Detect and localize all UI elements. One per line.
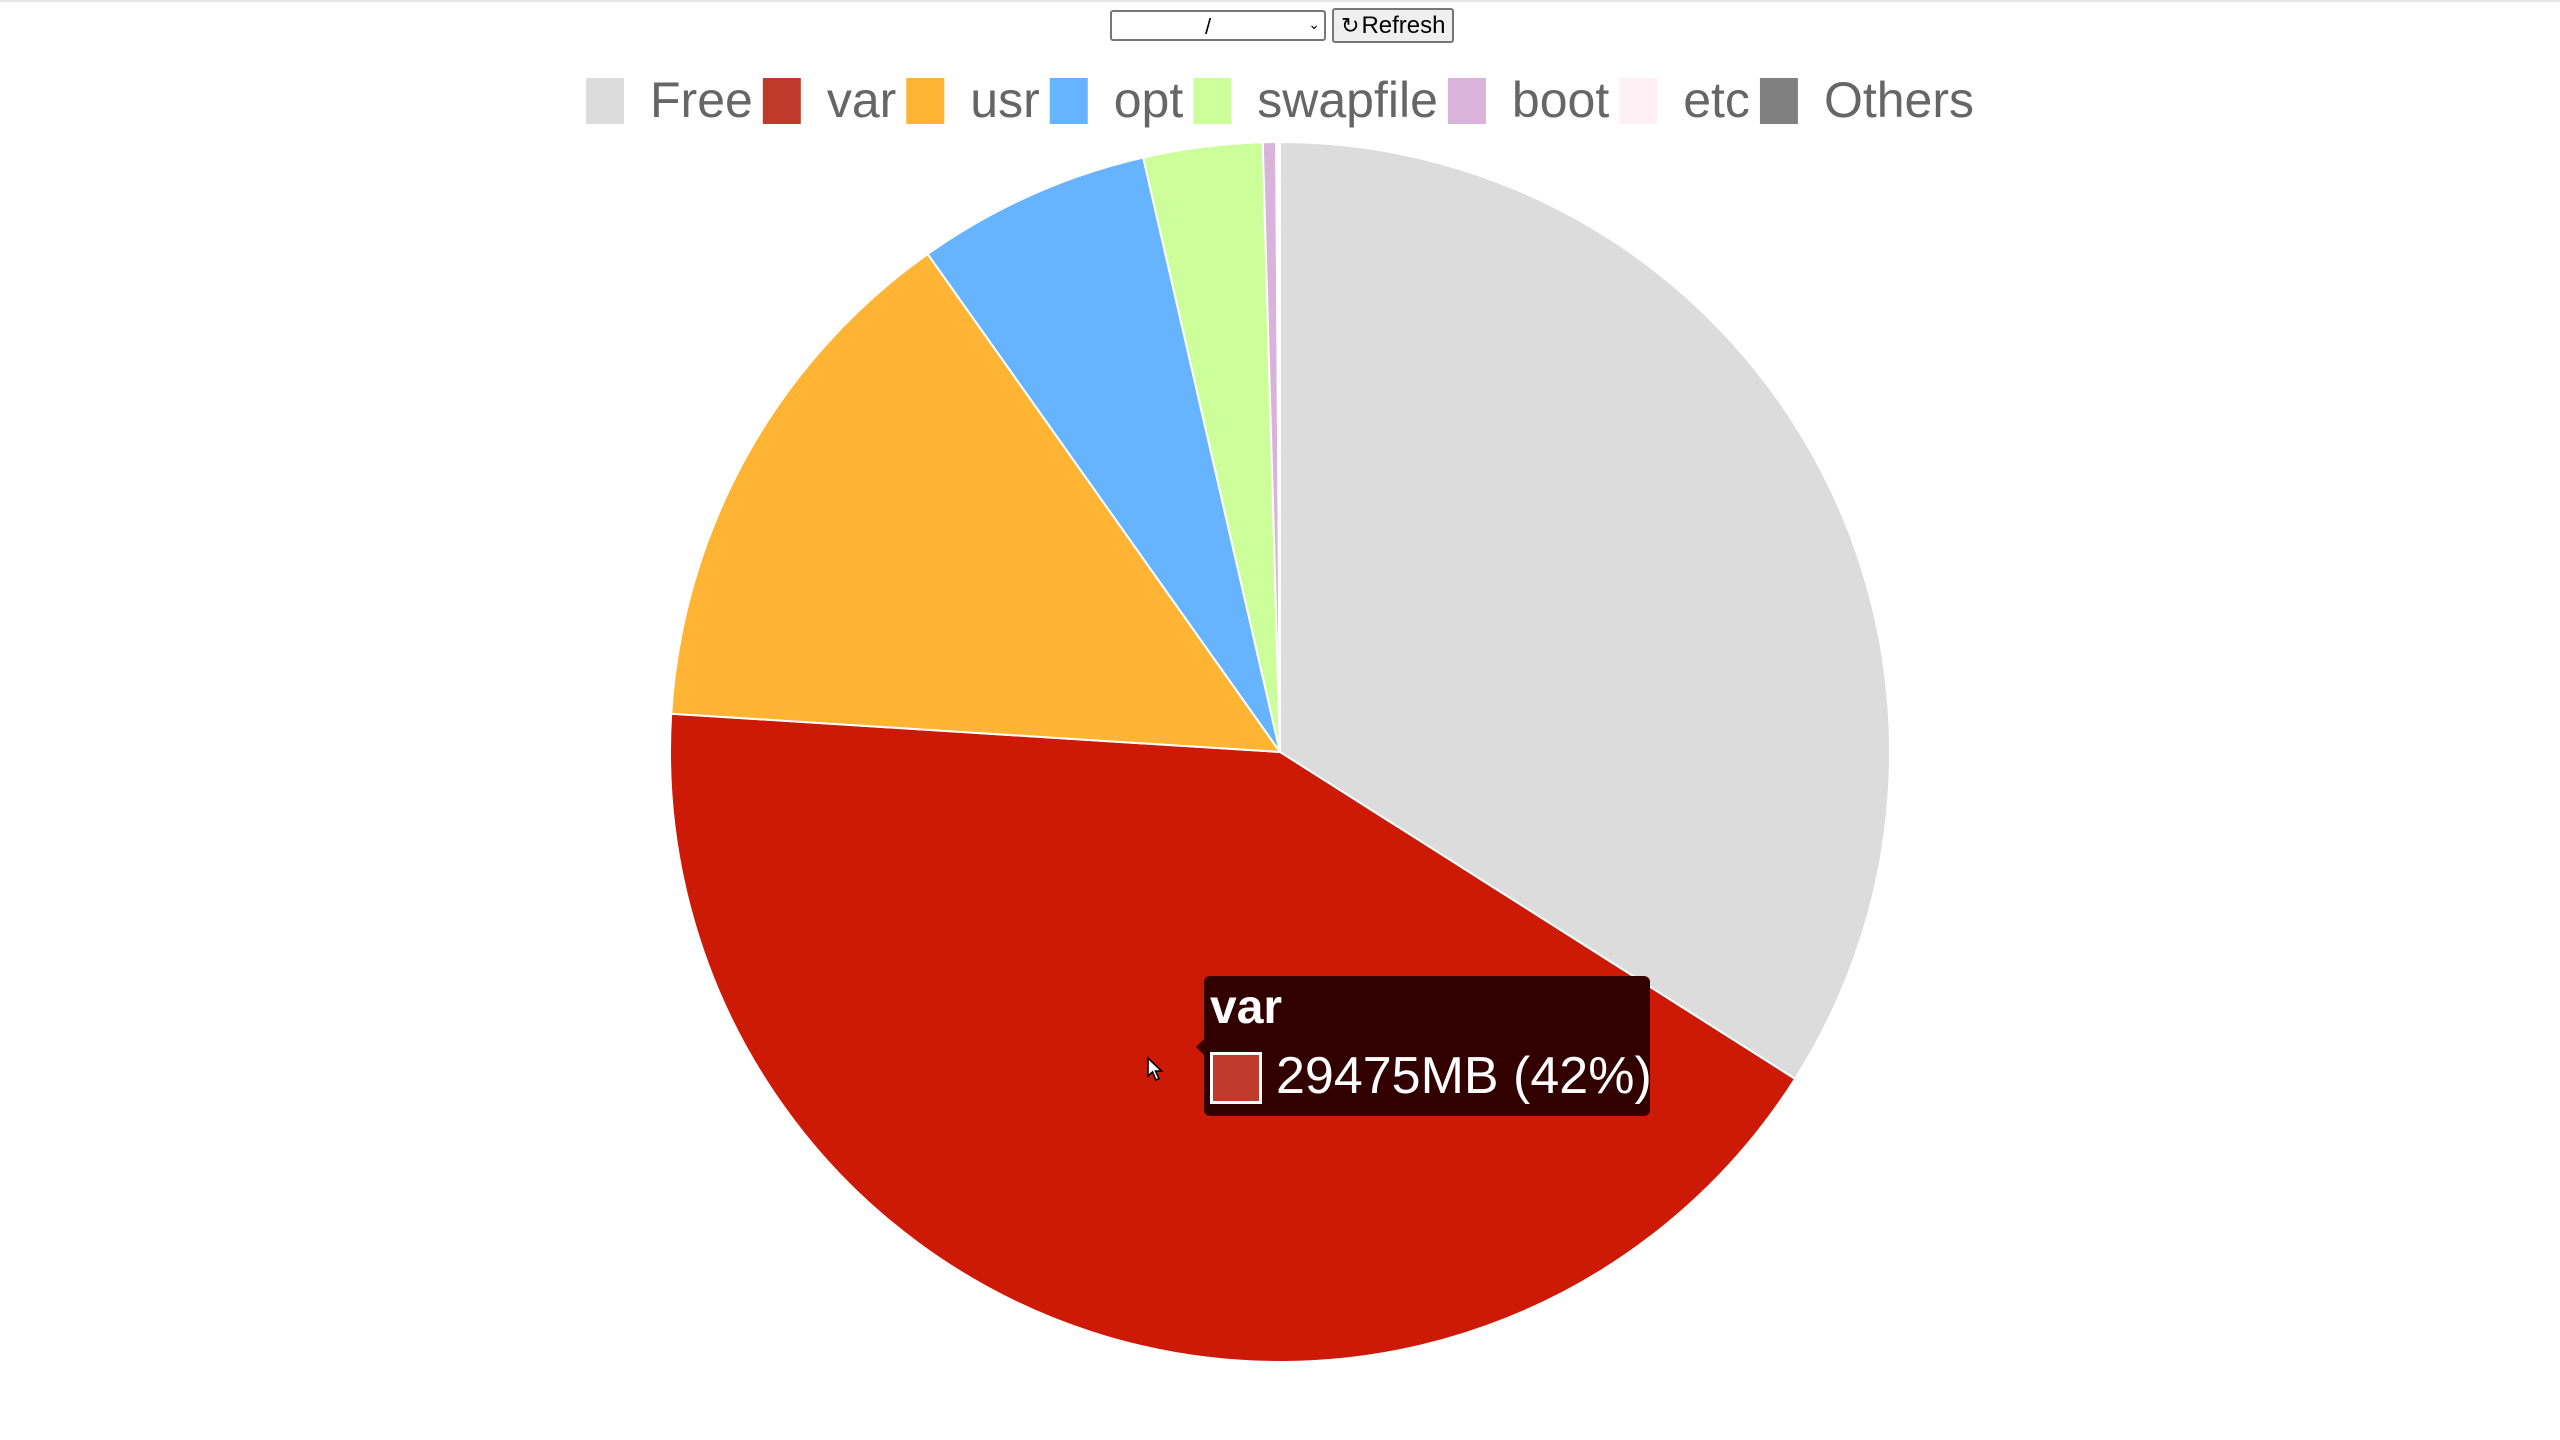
refresh-icon: ↻ bbox=[1341, 12, 1360, 38]
legend-swatch-free[interactable] bbox=[586, 78, 624, 124]
legend-label-var[interactable]: var bbox=[827, 72, 896, 128]
refresh-button-label: Refresh bbox=[1361, 11, 1446, 39]
chevron-down-icon: ⌄ bbox=[1308, 16, 1320, 32]
tooltip-title: var bbox=[1210, 981, 1283, 1034]
top-border bbox=[0, 0, 2560, 2]
mount-select[interactable]: / ⌄ bbox=[1110, 10, 1326, 41]
mount-select-value: / bbox=[1204, 14, 1212, 39]
refresh-button[interactable]: ↻ Refresh bbox=[1332, 8, 1455, 43]
legend-swatch-swapfile[interactable] bbox=[1193, 78, 1232, 124]
legend-label-opt[interactable]: opt bbox=[1114, 72, 1184, 128]
legend-swatch-usr[interactable] bbox=[906, 78, 945, 124]
legend-swatch-others[interactable] bbox=[1759, 78, 1798, 124]
toolbar: / ⌄ ↻ Refresh bbox=[1110, 8, 1455, 43]
pie-slice-others[interactable] bbox=[1277, 140, 1281, 753]
legend-swatch-etc[interactable] bbox=[1619, 78, 1658, 124]
tooltip-color-swatch bbox=[1210, 1052, 1262, 1104]
tooltip-value: 29475MB (42%) bbox=[1276, 1047, 1652, 1105]
legend-label-free[interactable]: Free bbox=[650, 72, 753, 128]
legend-label-swapfile[interactable]: swapfile bbox=[1257, 72, 1438, 128]
mouse-cursor-icon bbox=[1147, 1056, 1164, 1082]
legend-swatch-var[interactable] bbox=[762, 78, 801, 124]
tooltip-caret bbox=[1196, 1038, 1205, 1056]
legend-label-others[interactable]: Others bbox=[1824, 72, 1974, 128]
legend-swatch-opt[interactable] bbox=[1049, 78, 1088, 124]
pie-slice-opt[interactable] bbox=[926, 156, 1281, 753]
legend-label-usr[interactable]: usr bbox=[970, 72, 1039, 128]
pie-slice-usr[interactable] bbox=[670, 252, 1283, 754]
pie-slices bbox=[669, 140, 1891, 1363]
legend-label-etc[interactable]: etc bbox=[1683, 72, 1750, 128]
legend-swatch-boot[interactable] bbox=[1447, 78, 1486, 124]
legend-label-boot[interactable]: boot bbox=[1512, 72, 1609, 128]
slice-tooltip: var 29475MB (42%) bbox=[1204, 976, 1652, 1116]
chart-legend: Free var usr opt swapfile boot etc Others bbox=[586, 72, 1974, 128]
pie-slice-free[interactable] bbox=[1279, 140, 1891, 1081]
